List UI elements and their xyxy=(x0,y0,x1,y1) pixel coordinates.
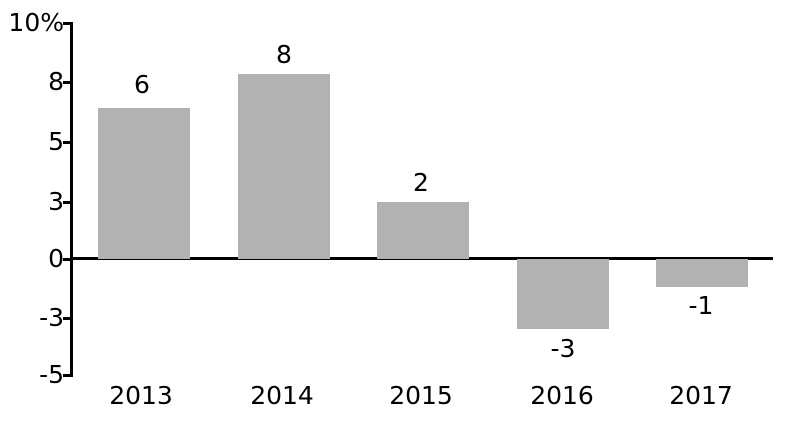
value-label-2015: 2 xyxy=(413,168,429,197)
y-axis-tick-label: 0 xyxy=(48,244,64,273)
y-axis-tick xyxy=(63,317,70,320)
value-label-2013: 6 xyxy=(134,70,150,99)
y-axis-tick xyxy=(63,258,70,261)
bar-2013 xyxy=(98,108,190,259)
y-axis-tick xyxy=(63,141,70,144)
y-axis-tick-label: 3 xyxy=(48,187,64,216)
bar-2014 xyxy=(238,74,330,259)
y-axis-tick xyxy=(63,81,70,84)
y-axis-tick-label: -5 xyxy=(39,360,64,389)
y-axis-tick-label: 5 xyxy=(48,127,64,156)
bar-2015 xyxy=(377,202,469,259)
y-axis-line xyxy=(70,22,73,377)
y-axis-tick-label: 8 xyxy=(48,67,64,96)
value-label-2014: 8 xyxy=(276,40,292,69)
y-axis-tick xyxy=(63,374,70,377)
bar-2017 xyxy=(656,259,748,287)
value-label-2016: -3 xyxy=(550,334,576,363)
bar-2016 xyxy=(517,259,609,329)
category-label-2017: 2017 xyxy=(669,381,733,410)
value-label-2017: -1 xyxy=(688,291,714,320)
category-label-2013: 2013 xyxy=(109,381,173,410)
y-axis-tick-label: -3 xyxy=(39,303,64,332)
category-label-2015: 2015 xyxy=(389,381,453,410)
y-axis-tick xyxy=(63,201,70,204)
category-label-2016: 2016 xyxy=(530,381,594,410)
y-axis-tick xyxy=(63,22,70,25)
category-label-2014: 2014 xyxy=(250,381,314,410)
y-axis-tick-label: 10% xyxy=(8,8,64,37)
